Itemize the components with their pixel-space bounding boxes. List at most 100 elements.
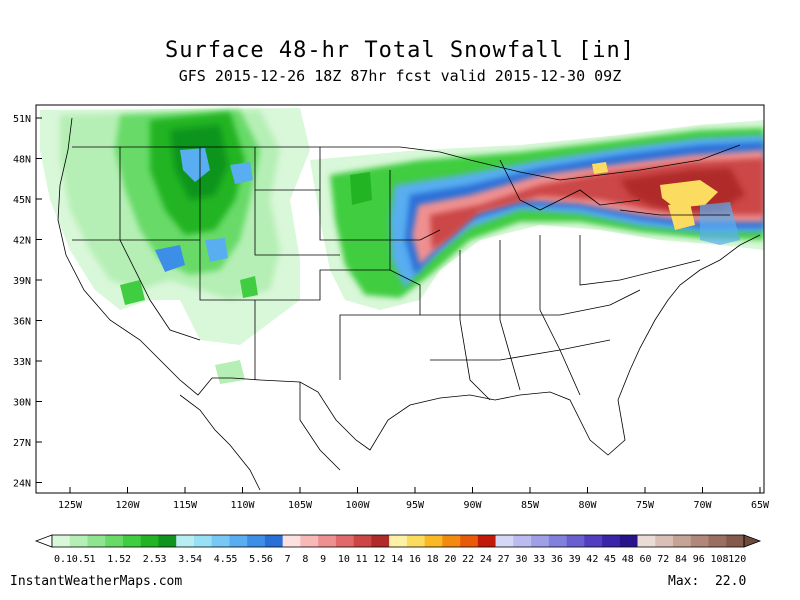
colorbar-label: 3 — [160, 554, 166, 565]
colorbar-label: 0.5 — [72, 554, 90, 565]
lon-label: 100W — [345, 500, 370, 511]
colorbar-swatch — [584, 535, 603, 547]
northeast-snow-band — [310, 120, 764, 310]
max-value-readout: Max: 22.0 — [668, 574, 746, 589]
colorbar-label: 96 — [693, 554, 705, 565]
western-snow-region — [40, 108, 310, 384]
longitude-labels: 125W 120W 115W 110W 105W 100W 95W 90W 85W 80W 75W 7… — [58, 487, 770, 511]
lon-label: 65W — [751, 500, 770, 511]
colorbar-right-arrow — [743, 534, 762, 548]
colorbar-swatch — [229, 535, 248, 547]
colorbar-label: 120 — [728, 554, 746, 565]
colorbar-swatch — [442, 535, 461, 547]
colorbar-swatch — [673, 535, 692, 547]
lat-label: 51N — [13, 114, 31, 125]
colorbar-label: 20 — [444, 554, 456, 565]
lat-label: 33N — [13, 357, 31, 368]
max-value: 22.0 — [714, 574, 747, 589]
lon-label: 125W — [58, 500, 83, 511]
colorbar-label: 36 — [551, 554, 563, 565]
site-credit: InstantWeatherMaps.com — [10, 574, 183, 589]
colorbar-label: 84 — [675, 554, 687, 565]
lon-label: 115W — [173, 500, 198, 511]
map-frame — [35, 104, 765, 494]
colorbar-label: 2.5 — [143, 554, 161, 565]
colorbar-swatch — [300, 535, 319, 547]
colorbar-label: 10 — [338, 554, 350, 565]
colorbar-label: 27 — [498, 554, 510, 565]
colorbar-swatch — [335, 535, 354, 547]
colorbar-swatch — [602, 535, 621, 547]
colorbar-swatch — [566, 535, 585, 547]
colorbar-label: 45 — [604, 554, 616, 565]
colorbar-label: 4.5 — [214, 554, 232, 565]
colorbar-label: 18 — [427, 554, 439, 565]
colorbar-label: 30 — [515, 554, 527, 565]
colorbar-swatch — [690, 535, 709, 547]
colorbar-left-arrow — [34, 534, 53, 548]
colorbar-swatch — [193, 535, 212, 547]
colorbar-label: 9 — [320, 554, 326, 565]
max-label: Max: — [668, 574, 700, 589]
colorbar-label: 22 — [462, 554, 474, 565]
colorbar-swatch — [708, 535, 727, 547]
colorbar-label: 3.5 — [178, 554, 196, 565]
colorbar-label: 24 — [480, 554, 492, 565]
lat-label: 24N — [13, 479, 31, 490]
colorbar-swatch — [513, 535, 532, 547]
colorbar-swatch — [140, 535, 159, 547]
lat-label: 27N — [13, 438, 31, 449]
lat-label: 45N — [13, 195, 31, 206]
colorbar-swatch — [477, 535, 496, 547]
colorbar-label: 12 — [373, 554, 385, 565]
colorbar-swatch — [158, 535, 177, 547]
colorbar-swatch — [282, 535, 301, 547]
latitude-labels: 51N 48N 45N 42N 39N 36N 33N 30N 27N 24N — [13, 114, 42, 490]
colorbar-swatch — [211, 535, 230, 547]
lon-label: 105W — [288, 500, 313, 511]
colorbar-label: 7 — [285, 554, 291, 565]
colorbar-swatch — [406, 535, 425, 547]
colorbar-label: 11 — [356, 554, 368, 565]
map-plot-area — [36, 105, 764, 493]
colorbar-swatch — [548, 535, 567, 547]
lon-label: 90W — [463, 500, 482, 511]
colorbar-label: 1.5 — [107, 554, 125, 565]
colorbar-swatch — [52, 535, 71, 547]
colorbar-outline — [51, 534, 745, 548]
geographic-boundaries — [57, 117, 761, 491]
colorbar-label: 4 — [196, 554, 202, 565]
colorbar-label: 39 — [569, 554, 581, 565]
colorbar-swatch — [247, 535, 266, 547]
colorbar-label: 8 — [302, 554, 308, 565]
lon-label: 75W — [636, 500, 655, 511]
colorbar-swatch — [122, 535, 142, 547]
lon-label: 95W — [406, 500, 425, 511]
colorbar-swatch — [87, 535, 106, 547]
lon-label: 110W — [230, 500, 255, 511]
colorbar-label: 6 — [267, 554, 273, 565]
colorbar-label: 2 — [125, 554, 131, 565]
colorbar: 0.1 0.5 1 1.5 2 2.5 3 3.5 4 4.5 5 5.5 6 7 8 9 10 11 12 14 16… — [34, 534, 762, 565]
lat-label: 30N — [13, 398, 31, 409]
colorbar-swatch — [424, 535, 443, 547]
lon-label: 85W — [521, 500, 540, 511]
colorbar-swatch — [371, 535, 390, 547]
colorbar-label: 16 — [409, 554, 421, 565]
colorbar-swatch — [353, 535, 372, 547]
colorbar-label: 14 — [391, 554, 403, 565]
colorbar-swatch — [531, 535, 550, 547]
colorbar-label: 5.5 — [249, 554, 267, 565]
lon-label: 70W — [693, 500, 712, 511]
colorbar-label: 33 — [533, 554, 545, 565]
colorbar-label: 60 — [640, 554, 652, 565]
colorbar-swatch — [105, 535, 124, 547]
colorbar-swatch — [389, 535, 408, 547]
colorbar-swatch — [726, 535, 745, 547]
colorbar-swatch — [69, 535, 88, 547]
colorbar-swatch — [264, 535, 283, 547]
lon-label: 120W — [115, 500, 140, 511]
colorbar-swatch — [495, 535, 514, 547]
lon-label: 80W — [578, 500, 597, 511]
map-title: Surface 48-hr Total Snowfall [in] — [164, 38, 636, 63]
